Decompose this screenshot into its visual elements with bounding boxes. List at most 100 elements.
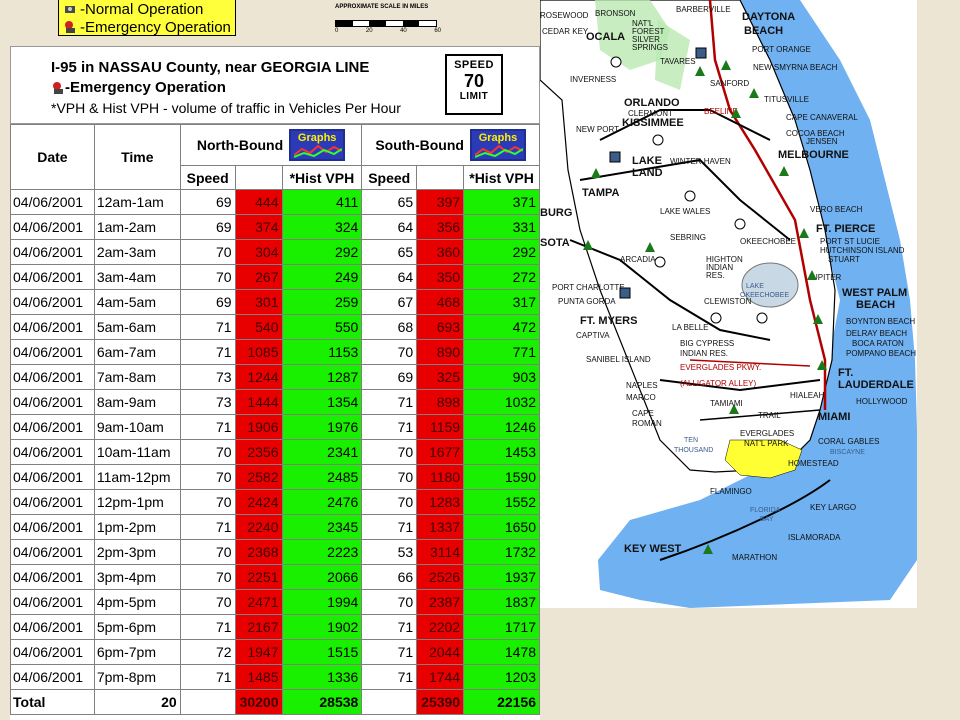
north-graphs-button[interactable]: Graphs (289, 129, 346, 161)
time-cell: 5am-6am (93, 314, 181, 340)
total-nb-speed (179, 689, 236, 715)
emergency-operation-icon (63, 20, 77, 34)
sb-vph-cell: 2387 (416, 589, 465, 615)
table-row: 04/06/2001 6am-7am 71 1085 1153 70 890 771 (10, 339, 540, 365)
nb-speed-cell: 70 (179, 464, 236, 490)
sb-speed-cell: 64 (361, 264, 418, 290)
map-label-trail: TRAIL (758, 411, 781, 420)
sb-hist-cell: 1552 (463, 489, 540, 515)
nb-vph-cell: 2582 (234, 464, 283, 490)
sb-hist-cell: 1203 (463, 664, 540, 690)
map-label-burg: BURG (540, 207, 572, 219)
nb-speed-cell: 69 (179, 189, 236, 215)
table-row: 04/06/2001 5pm-6pm 71 2167 1902 71 2202 1717 (10, 614, 540, 640)
table-row: 04/06/2001 7am-8am 73 1244 1287 69 325 903 (10, 364, 540, 390)
map-label-punta-gorda: PUNTA GORDA (558, 297, 616, 306)
nb-hist-cell: 1994 (281, 589, 363, 615)
col-time-header: Time (93, 124, 181, 190)
sb-hist-cell: 1032 (463, 389, 540, 415)
nb-speed-cell: 70 (179, 239, 236, 265)
south-graphs-button[interactable]: Graphs (469, 129, 526, 161)
nb-speed-cell: 72 (179, 639, 236, 665)
sb-hist-header: *Hist VPH (463, 165, 540, 190)
scale-bar (335, 20, 437, 27)
nb-hist-cell: 249 (281, 264, 363, 290)
nb-vph-header: *VPH (234, 165, 283, 190)
map-label-sebring: SEBRING (670, 233, 706, 242)
sb-hist-cell: 1650 (463, 514, 540, 540)
map-label-ocala: OCALA (586, 31, 625, 43)
scale-tick-3: 60 (434, 28, 441, 34)
map-label-sanford: SANFORD (710, 79, 749, 88)
south-bound-header: South-Bound Graphs (361, 124, 540, 166)
nb-hist-cell: 2341 (281, 439, 363, 465)
camera-markers (583, 60, 827, 554)
map-label-daytona-beach: BEACH (744, 25, 783, 37)
map-label-land: LAND (632, 167, 663, 179)
time-cell: 4am-5am (93, 289, 181, 315)
nb-vph-cell: 2424 (234, 489, 283, 515)
date-cell: 04/06/2001 (10, 489, 95, 515)
map-label-ft-myers: FT. MYERS (580, 315, 637, 327)
nb-hist-cell: 411 (281, 189, 363, 215)
time-cell: 11am-12pm (93, 464, 181, 490)
sb-hist-cell: 1453 (463, 439, 540, 465)
time-cell: 4pm-5pm (93, 589, 181, 615)
nb-vph-cell: 2471 (234, 589, 283, 615)
nb-speed-cell: 70 (179, 564, 236, 590)
map-label-tavares: TAVARES (660, 57, 696, 66)
legend-emergency: -Emergency Operation (59, 18, 235, 36)
map-label-bay: BAY (760, 516, 774, 523)
nb-speed-cell: 73 (179, 364, 236, 390)
nb-speed-cell: 71 (179, 614, 236, 640)
nb-vph-cell: 1085 (234, 339, 283, 365)
map-label-okeechobee: OKEECHOBEE (740, 237, 796, 246)
nb-vph-cell: 444 (234, 189, 283, 215)
table-row: 04/06/2001 12pm-1pm 70 2424 2476 70 1283 1552 (10, 489, 540, 515)
sb-vph-cell: 468 (416, 289, 465, 315)
map-label-hutchinson: HUTCHINSON ISLAND (820, 246, 905, 255)
table-row: 04/06/2001 4pm-5pm 70 2471 1994 70 2387 1837 (10, 589, 540, 615)
nb-speed-cell: 70 (179, 589, 236, 615)
map-label-highlands: HIGHTON (706, 255, 743, 264)
map-label-ft-pierce: FT. PIERCE (816, 223, 875, 235)
florida-map[interactable]: ROSEWOOD BRONSON CEDAR KEY OCALA NAT'L F… (540, 0, 917, 608)
nb-speed-cell: 71 (179, 314, 236, 340)
sb-speed-cell: 70 (361, 589, 418, 615)
legend-normal-label: -Normal Operation (80, 0, 204, 18)
sb-vph-cell: 693 (416, 314, 465, 340)
map-label-sanibel: SANIBEL ISLAND (586, 355, 651, 364)
map-label-boca: BOCA RATON (852, 339, 904, 348)
date-cell: 04/06/2001 (10, 564, 95, 590)
sb-speed-cell: 70 (361, 439, 418, 465)
map-label-wp-beach: BEACH (856, 299, 895, 311)
map-label-indian: INDIAN (706, 263, 733, 272)
date-cell: 04/06/2001 (10, 514, 95, 540)
map-label-barberville: BARBERVILLE (676, 5, 731, 14)
table-row: 04/06/2001 3am-4am 70 267 249 64 350 272 (10, 264, 540, 290)
speed-sign-bottom: LIMIT (459, 91, 489, 102)
route-shields (609, 47, 768, 324)
date-cell: 04/06/2001 (10, 414, 95, 440)
sb-speed-cell: 70 (361, 339, 418, 365)
page-title: I-95 in NASSAU County, near GEORGIA LINE (51, 59, 370, 76)
map-label-silver: SILVER (632, 35, 660, 44)
time-cell: 3am-4am (93, 264, 181, 290)
nb-speed-cell: 71 (179, 339, 236, 365)
map-label-key-largo: KEY LARGO (810, 503, 856, 512)
map-label-marco: MARCO (626, 393, 656, 402)
nb-speed-cell: 73 (179, 389, 236, 415)
map-label-homestead: HOMESTEAD (788, 459, 839, 468)
map-label-cape-canaveral: CAPE CANAVERAL (786, 113, 858, 122)
sb-vph-cell: 397 (416, 189, 465, 215)
sb-speed-cell: 71 (361, 414, 418, 440)
map-label-okeechobee-lake: OKEECHOBEE (740, 292, 789, 299)
map-label-hollywood: HOLLYWOOD (856, 397, 908, 406)
table-row: 04/06/2001 12am-1am 69 444 411 65 397 371 (10, 189, 540, 215)
normal-operation-icon (63, 2, 77, 16)
nb-hist-cell: 2485 (281, 464, 363, 490)
map-label-biscayne: BISCAYNE (830, 449, 865, 456)
sb-vph-header: *VPH (416, 165, 465, 190)
legend-emergency-label: -Emergency Operation (80, 18, 231, 36)
sb-speed-cell: 67 (361, 289, 418, 315)
